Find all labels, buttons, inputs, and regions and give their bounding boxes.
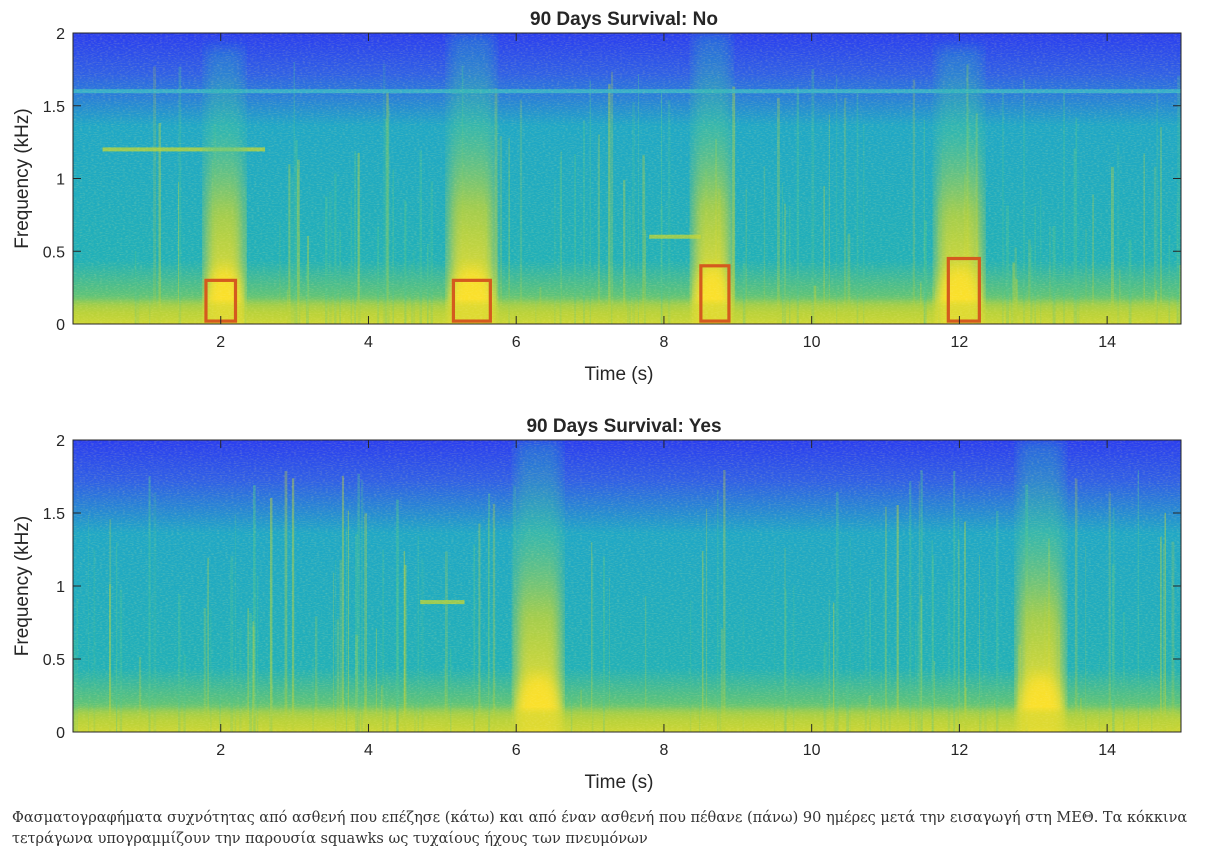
- squawk-highlight-box: [451, 278, 492, 323]
- y-tick-label: 1: [56, 579, 65, 596]
- x-axis-label: Time (s): [585, 364, 654, 385]
- x-tick-label: 14: [1098, 334, 1116, 351]
- x-tick-label: 6: [512, 742, 521, 759]
- x-tick-label: 4: [364, 334, 373, 351]
- x-tick-label: 4: [364, 742, 373, 759]
- x-tick-label: 12: [951, 334, 969, 351]
- spectrogram-image: [73, 33, 1181, 324]
- y-tick-label: 2: [56, 26, 65, 43]
- x-tick-label: 2: [216, 742, 225, 759]
- spectrogram-yes-survival: 2 4 6 8 10 12 14 0 0.5 1 1.5 2 90 Days Survival: Yes…: [12, 416, 1182, 793]
- y-tick-label: 0.5: [43, 652, 65, 669]
- x-tick-label: 8: [659, 334, 668, 351]
- x-tick-label: 10: [803, 334, 821, 351]
- x-tick-label: 2: [216, 334, 225, 351]
- y-tick-label: 2: [56, 433, 65, 450]
- y-tick-label: 1: [56, 172, 65, 189]
- y-axis-label: Frequency (kHz): [12, 516, 33, 656]
- x-tick-label: 8: [659, 742, 668, 759]
- x-axis-label: Time (s): [585, 772, 654, 793]
- x-tick-label: 12: [951, 742, 969, 759]
- squawk-highlight-box: [699, 264, 731, 323]
- chart-title: 90 Days Survival: Yes: [526, 416, 721, 437]
- x-tick-label: 10: [803, 742, 821, 759]
- y-tick-label: 0.5: [43, 244, 65, 261]
- y-tick-label: 1.5: [43, 99, 65, 116]
- figure-caption: Φασματογραφήματα συχνότητας από ασθενή π…: [12, 810, 1188, 847]
- spectrogram-no-survival: 2 4 6 8 10 12 14 0 0.5 1 1.5 2 90 Days Survival: No T…: [12, 9, 1182, 385]
- x-tick-label: 6: [512, 334, 521, 351]
- squawk-highlight-box: [946, 256, 981, 323]
- y-tick-label: 0: [56, 725, 65, 742]
- spectrogram-image: [73, 440, 1181, 732]
- y-tick-label: 0: [56, 317, 65, 334]
- y-tick-label: 1.5: [43, 506, 65, 523]
- chart-title: 90 Days Survival: No: [530, 9, 718, 30]
- y-axis-label: Frequency (kHz): [12, 108, 33, 248]
- x-tick-label: 14: [1098, 742, 1116, 759]
